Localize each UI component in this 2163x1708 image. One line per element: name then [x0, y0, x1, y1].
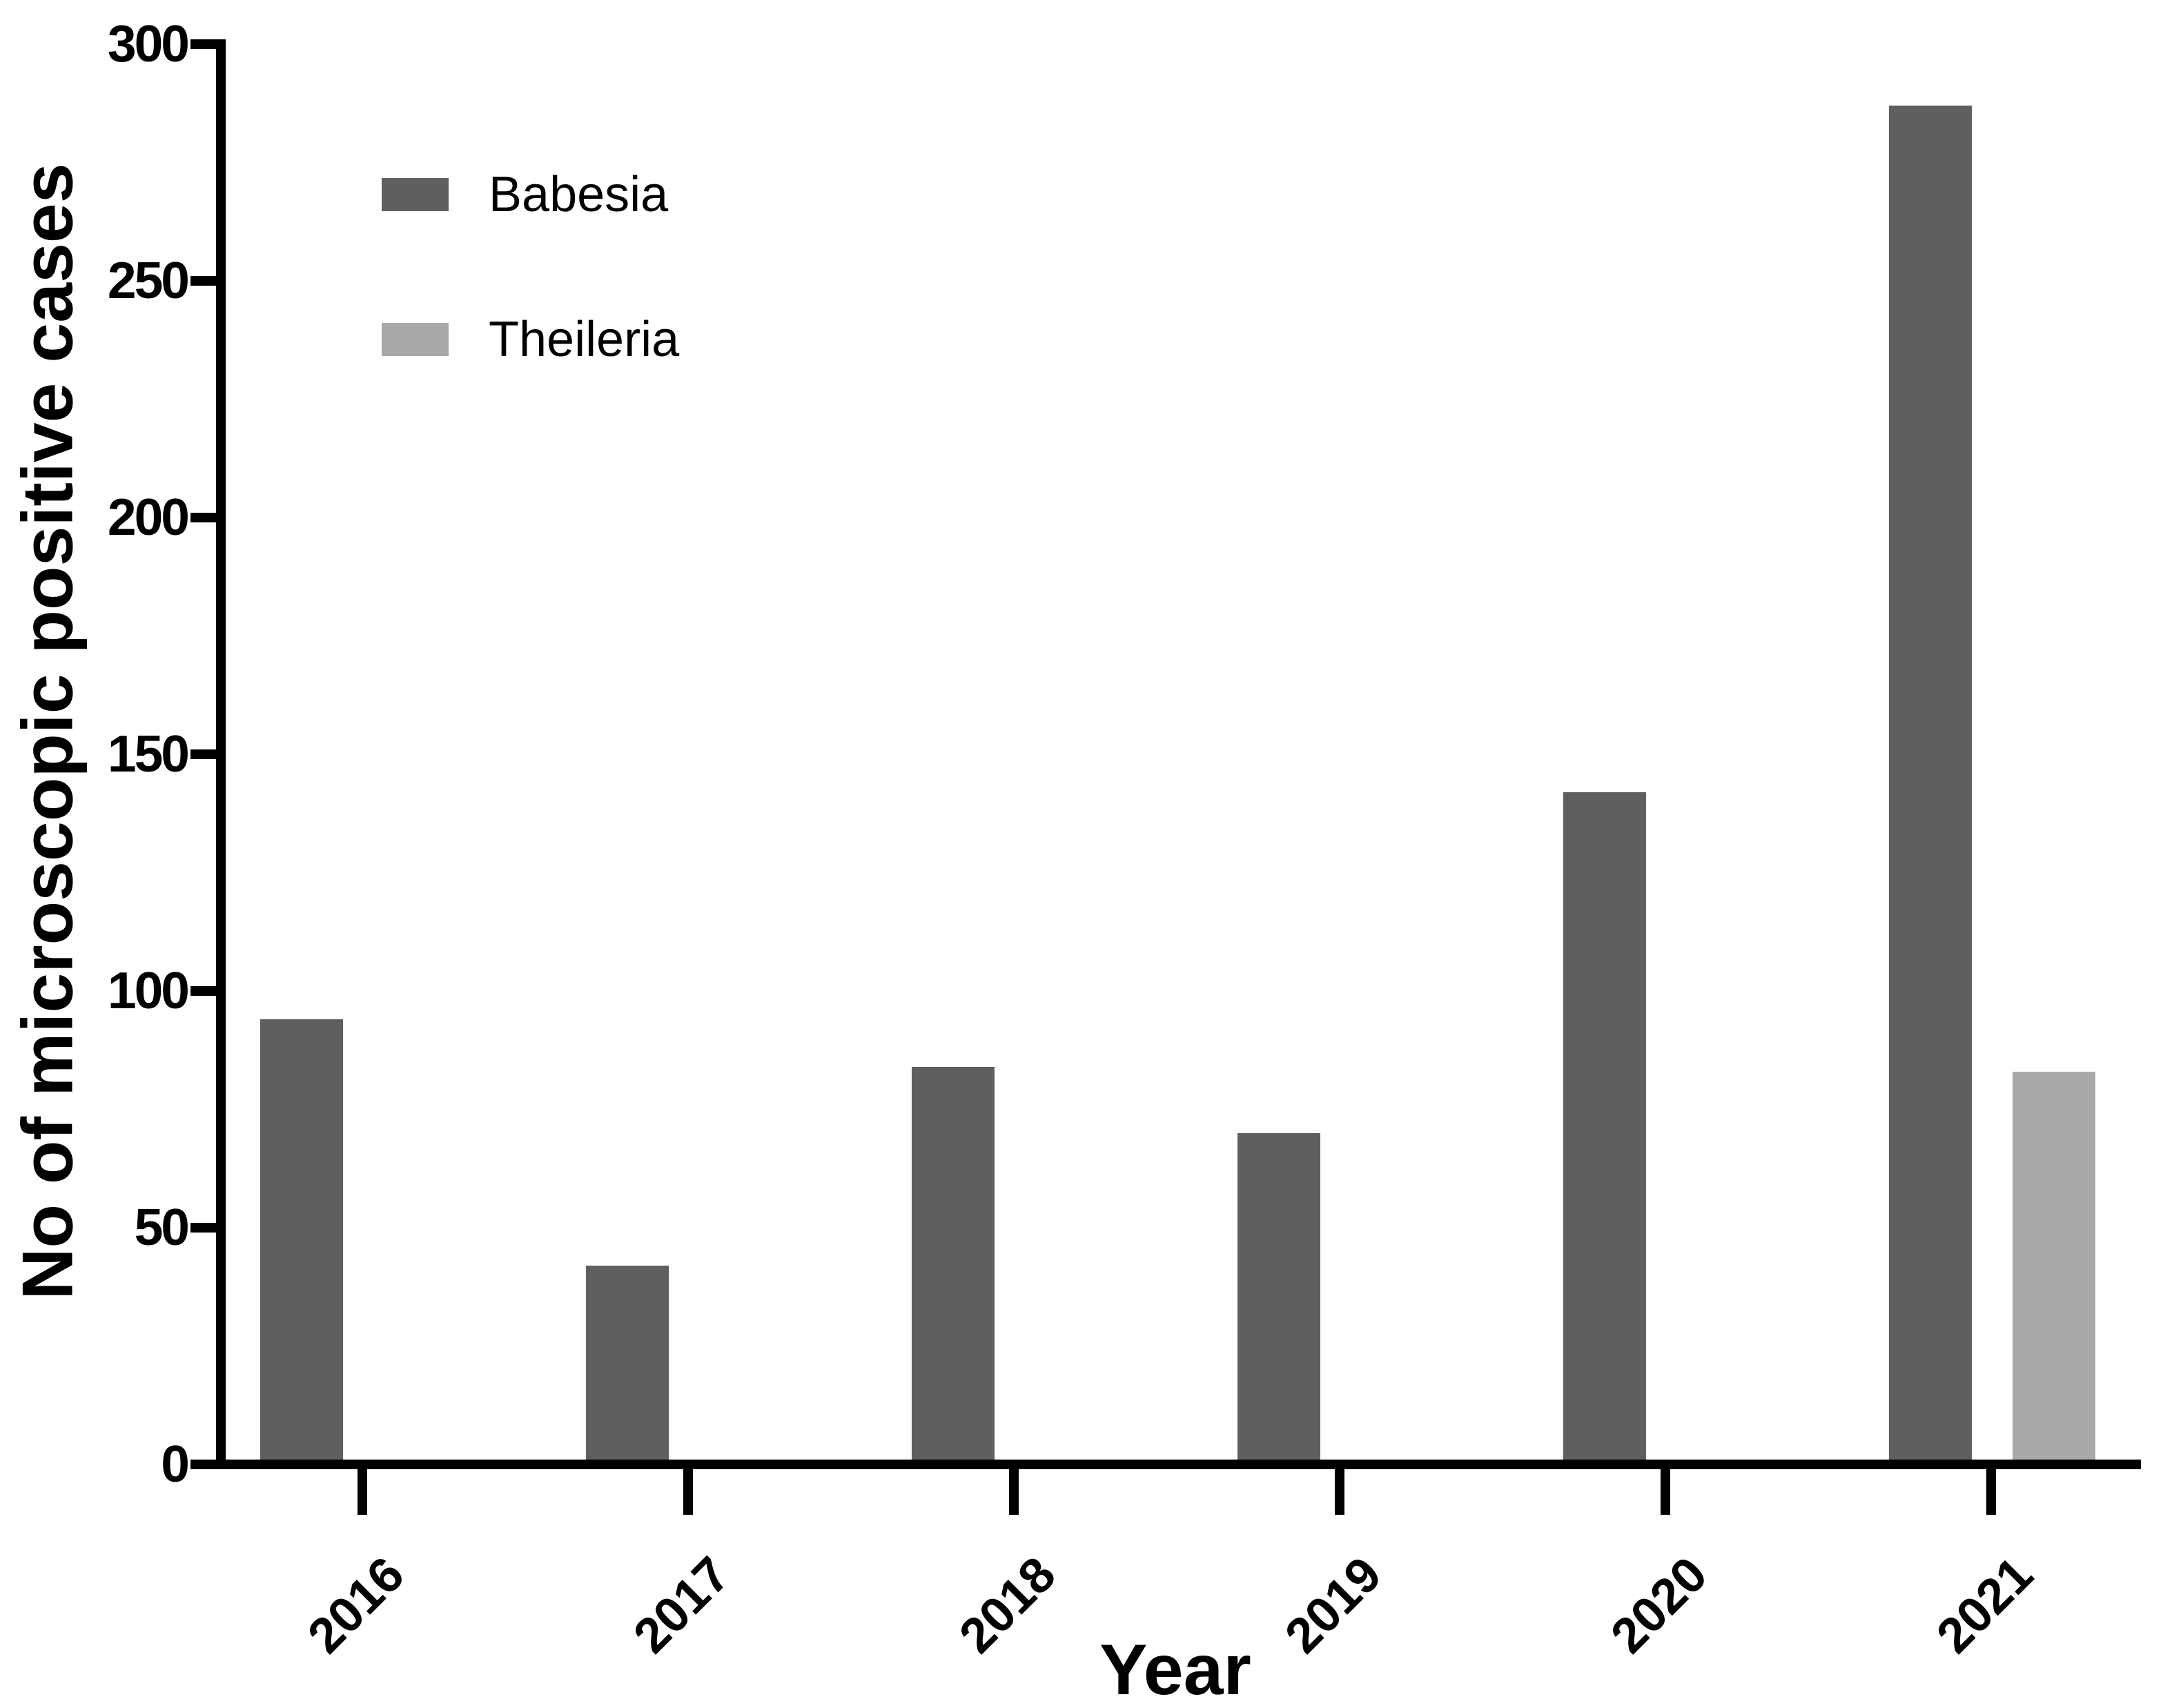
x-tick-label-2021: 2021	[1926, 1547, 2044, 1664]
x-tick-2020	[1661, 1469, 1670, 1515]
bar-theileria-2021	[2013, 1071, 2095, 1464]
legend-swatch-theileria	[382, 323, 449, 356]
y-tick-label-0: 0	[161, 1435, 190, 1493]
x-tick-label-2016: 2016	[297, 1547, 415, 1664]
y-tick-200	[190, 513, 216, 522]
y-tick-label-50: 50	[134, 1198, 190, 1256]
bar-babesia-2020	[1563, 792, 1646, 1464]
y-tick-label-300: 300	[107, 14, 190, 72]
legend: Babesia Theileria	[382, 170, 679, 460]
legend-swatch-babesia	[382, 178, 449, 211]
y-tick-0	[190, 1460, 216, 1469]
y-tick-50	[190, 1223, 216, 1233]
y-tick-250	[190, 276, 216, 286]
x-tick-2021	[1986, 1469, 1996, 1515]
bar-babesia-2021	[1889, 106, 1972, 1464]
y-axis-title: No of microscopic positive cases	[8, 163, 88, 1300]
y-tick-label-100: 100	[107, 961, 190, 1019]
y-tick-100	[190, 986, 216, 996]
legend-item-theileria: Theileria	[382, 315, 679, 364]
legend-label-theileria: Theileria	[489, 312, 680, 367]
x-tick-label-2018: 2018	[948, 1547, 1066, 1664]
y-axis-line	[216, 39, 226, 1469]
x-tick-label-2019: 2019	[1274, 1547, 1392, 1664]
x-tick-2017	[683, 1469, 693, 1515]
bar-babesia-2018	[912, 1066, 995, 1464]
x-tick-2019	[1335, 1469, 1344, 1515]
x-tick-2018	[1009, 1469, 1019, 1515]
y-tick-300	[190, 39, 216, 49]
legend-label-babesia: Babesia	[489, 167, 669, 222]
y-tick-label-200: 200	[107, 488, 190, 546]
x-axis-title: Year	[1099, 1630, 1251, 1708]
legend-item-babesia: Babesia	[382, 170, 679, 219]
y-tick-150	[190, 749, 216, 759]
bar-babesia-2017	[586, 1265, 669, 1464]
x-tick-2016	[358, 1469, 367, 1515]
bar-babesia-2016	[260, 1019, 343, 1464]
y-tick-label-150: 150	[107, 725, 190, 783]
x-axis-line	[216, 1460, 2141, 1469]
x-tick-label-2020: 2020	[1600, 1547, 1718, 1664]
x-tick-label-2017: 2017	[623, 1547, 741, 1664]
y-tick-label-250: 250	[107, 251, 190, 309]
bar-babesia-2019	[1237, 1132, 1320, 1464]
